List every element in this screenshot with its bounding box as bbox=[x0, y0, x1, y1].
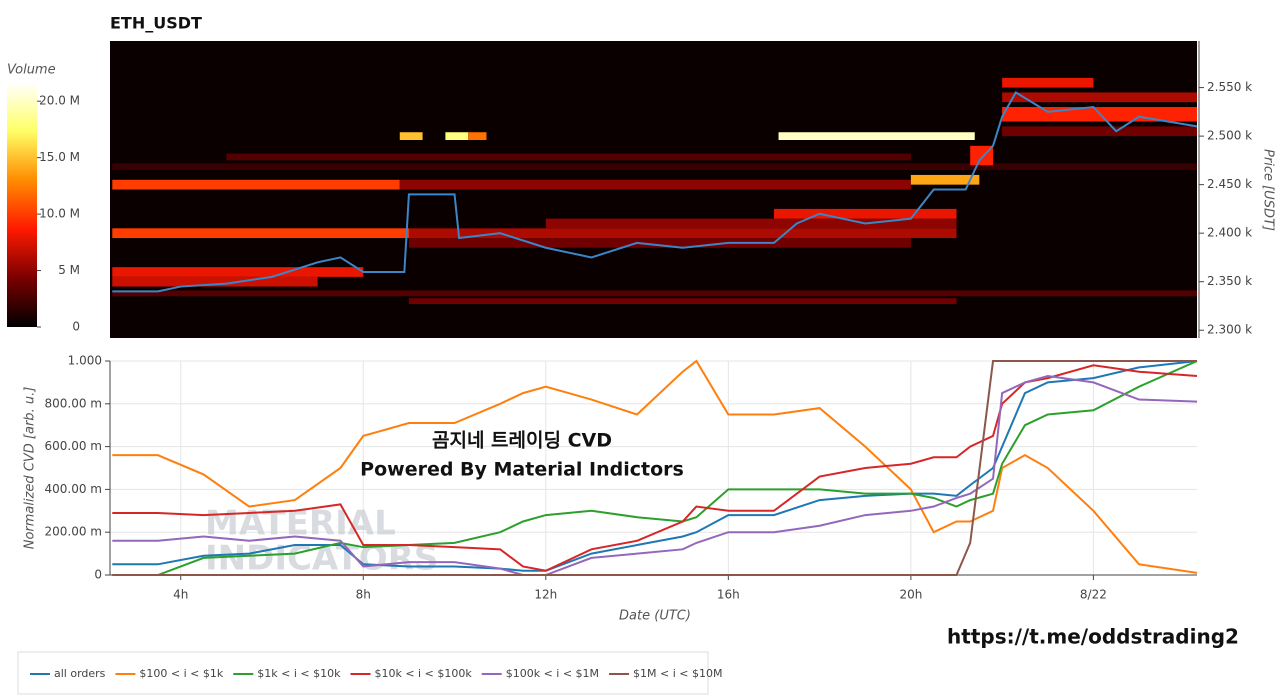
heat-cell bbox=[408, 228, 957, 239]
heat-cell bbox=[408, 238, 911, 248]
heat-cell bbox=[112, 267, 364, 277]
cvd-line bbox=[112, 374, 1198, 576]
y-tick-label: 2.400 k bbox=[1207, 226, 1252, 240]
heat-cell bbox=[1002, 126, 1197, 137]
y-tick-label: 2.300 k bbox=[1207, 323, 1252, 337]
y-tick-label: 2.550 k bbox=[1207, 80, 1252, 94]
heat-cell bbox=[112, 290, 1197, 297]
cvd-line bbox=[112, 360, 1197, 576]
heat-cell bbox=[112, 163, 1197, 171]
annotation: Powered By Material Indictors bbox=[360, 459, 684, 481]
x-tick-label: 8/22 bbox=[1080, 588, 1107, 602]
colorbar-title: Volume bbox=[7, 63, 56, 78]
y-axis-title: Normalized CVD [arb. u.] bbox=[23, 387, 38, 550]
y-tick-label: 2.450 k bbox=[1207, 177, 1252, 191]
y-tick-label: 600.00 m bbox=[45, 439, 103, 453]
colorbar-tick-label: 15.0 M bbox=[39, 150, 80, 164]
colorbar-tick-label: 5 M bbox=[58, 263, 80, 277]
y-tick-label: 1.000 bbox=[68, 354, 102, 368]
colorbar-tick-label: 10.0 M bbox=[39, 207, 80, 221]
x-tick-label: 4h bbox=[173, 588, 188, 602]
colorbar-tick-label: 20.0 M bbox=[39, 94, 80, 108]
heat-cell bbox=[112, 276, 318, 287]
cvd-plot-area bbox=[110, 361, 1197, 575]
heat-cell bbox=[226, 153, 911, 161]
legend-label: $1k < i < $10k bbox=[257, 667, 341, 680]
colorbar-tick-label: 0 bbox=[72, 320, 80, 334]
x-axis-title: Date (UTC) bbox=[619, 609, 691, 624]
heat-cell bbox=[910, 174, 980, 185]
heat-cell bbox=[545, 218, 957, 229]
heat-cell bbox=[112, 228, 409, 239]
heat-cell bbox=[1002, 77, 1094, 88]
y-tick-label: 800.00 m bbox=[45, 396, 103, 410]
legend-label: $100k < i < $1M bbox=[506, 667, 599, 680]
cvd-line bbox=[112, 359, 1198, 574]
cvd-line bbox=[112, 364, 1198, 572]
x-tick-label: 8h bbox=[356, 588, 371, 602]
heat-cell bbox=[445, 132, 469, 140]
legend-label: $10k < i < $100k bbox=[374, 667, 472, 680]
legend-label: $100 < i < $1k bbox=[139, 667, 223, 680]
y-tick-label: 0 bbox=[94, 568, 102, 582]
heat-cell bbox=[399, 179, 911, 190]
heat-cell bbox=[1002, 92, 1197, 103]
y-tick-label: 2.500 k bbox=[1207, 129, 1252, 143]
y-tick-label: 200.00 m bbox=[45, 525, 103, 539]
y-tick-label: 2.350 k bbox=[1207, 274, 1252, 288]
price-line bbox=[112, 91, 1198, 293]
annotation: 곰지네 트레이딩 CVD bbox=[432, 430, 612, 452]
heat-cell bbox=[112, 179, 400, 190]
link-text: https://t.me/oddstrading2 bbox=[947, 625, 1239, 649]
legend-label: $1M < i < $10M bbox=[633, 667, 722, 680]
heat-cell bbox=[468, 132, 487, 140]
heat-cell bbox=[408, 298, 957, 305]
x-tick-label: 16h bbox=[717, 588, 740, 602]
y-axis-title: Price [USDT] bbox=[1261, 149, 1276, 231]
heat-cell bbox=[773, 208, 957, 219]
heat-cell bbox=[399, 132, 423, 140]
cvd-line bbox=[112, 360, 1198, 572]
heat-cell bbox=[778, 132, 975, 140]
cvd-line bbox=[112, 360, 1198, 576]
x-tick-label: 12h bbox=[534, 588, 557, 602]
legend-label: all orders bbox=[54, 667, 106, 680]
colorbar bbox=[7, 82, 37, 327]
x-tick-label: 20h bbox=[899, 588, 922, 602]
chart-title: ETH_USDT bbox=[110, 14, 202, 33]
y-tick-label: 400.00 m bbox=[45, 482, 103, 496]
